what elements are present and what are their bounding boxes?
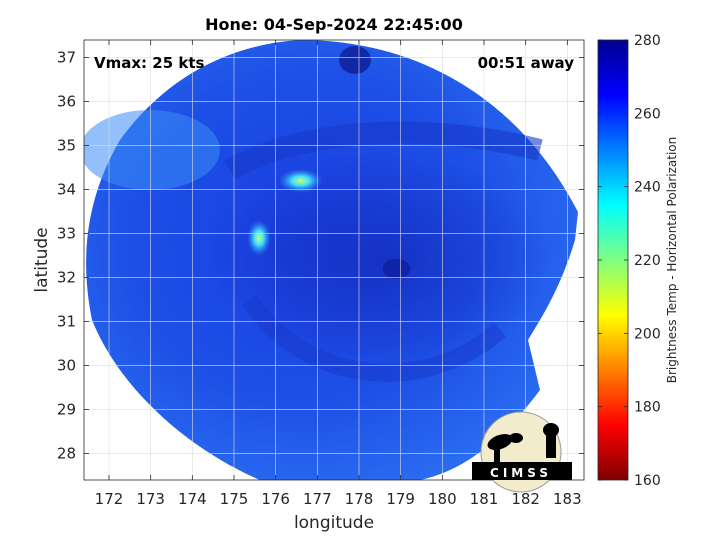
- x-tick-label: 179: [386, 490, 415, 508]
- cimss-logo: CIMSS: [472, 411, 572, 493]
- x-tick-label: 174: [178, 490, 207, 508]
- x-ticks: 172 173 174 175 176 177 178 179 180 181 182 183: [95, 40, 582, 508]
- colorbar: [597, 39, 629, 481]
- y-tick-label: 35: [57, 137, 76, 155]
- x-tick-label: 180: [428, 490, 457, 508]
- swath-image: [84, 40, 578, 480]
- colorbar-tick-label: 160: [634, 473, 661, 489]
- y-tick-label: 32: [57, 269, 76, 287]
- x-tick-label: 173: [136, 490, 165, 508]
- x-axis-label: longitude: [294, 513, 374, 533]
- x-tick-label: 183: [553, 490, 582, 508]
- x-tick-label: 182: [511, 490, 540, 508]
- x-tick-label: 175: [220, 490, 249, 508]
- x-tick-label: 181: [470, 490, 499, 508]
- y-tick-label: 33: [57, 225, 76, 243]
- y-tick-label: 37: [57, 49, 76, 67]
- vmax-annotation: Vmax: 25 kts: [94, 54, 204, 72]
- time-away-annotation: 00:51 away: [478, 54, 575, 72]
- colorbar-ticks: 160 180 200 220 240 260 280: [598, 33, 661, 489]
- grid-lines: [84, 40, 584, 480]
- y-tick-label: 34: [57, 181, 76, 199]
- y-axis-label: latitude: [32, 227, 52, 292]
- chart-title: Hone: 04-Sep-2024 22:45:00: [205, 15, 463, 34]
- y-tick-label: 31: [57, 313, 76, 331]
- y-tick-label: 36: [57, 93, 76, 111]
- colorbar-tick-label: 200: [634, 326, 661, 342]
- colorbar-tick-label: 240: [634, 180, 661, 196]
- colorbar-tick-label: 280: [634, 33, 661, 49]
- x-tick-label: 172: [95, 490, 124, 508]
- logo-text: CIMSS: [490, 466, 552, 480]
- plot-frame: [83, 39, 585, 481]
- x-tick-label: 178: [345, 490, 374, 508]
- colorbar-tick-label: 180: [634, 400, 661, 416]
- y-tick-label: 29: [57, 401, 76, 419]
- colorbar-tick-label: 260: [634, 106, 661, 122]
- colorbar-label: Brightness Temp - Horizontal Polarizatio…: [665, 137, 679, 384]
- colorbar-tick-label: 220: [634, 253, 661, 269]
- y-tick-label: 28: [57, 445, 76, 463]
- x-tick-label: 177: [303, 490, 332, 508]
- y-tick-label: 30: [57, 357, 76, 375]
- x-tick-label: 176: [261, 490, 290, 508]
- y-ticks: 28 29 30 31 32 33 34 35 36 37: [57, 49, 584, 463]
